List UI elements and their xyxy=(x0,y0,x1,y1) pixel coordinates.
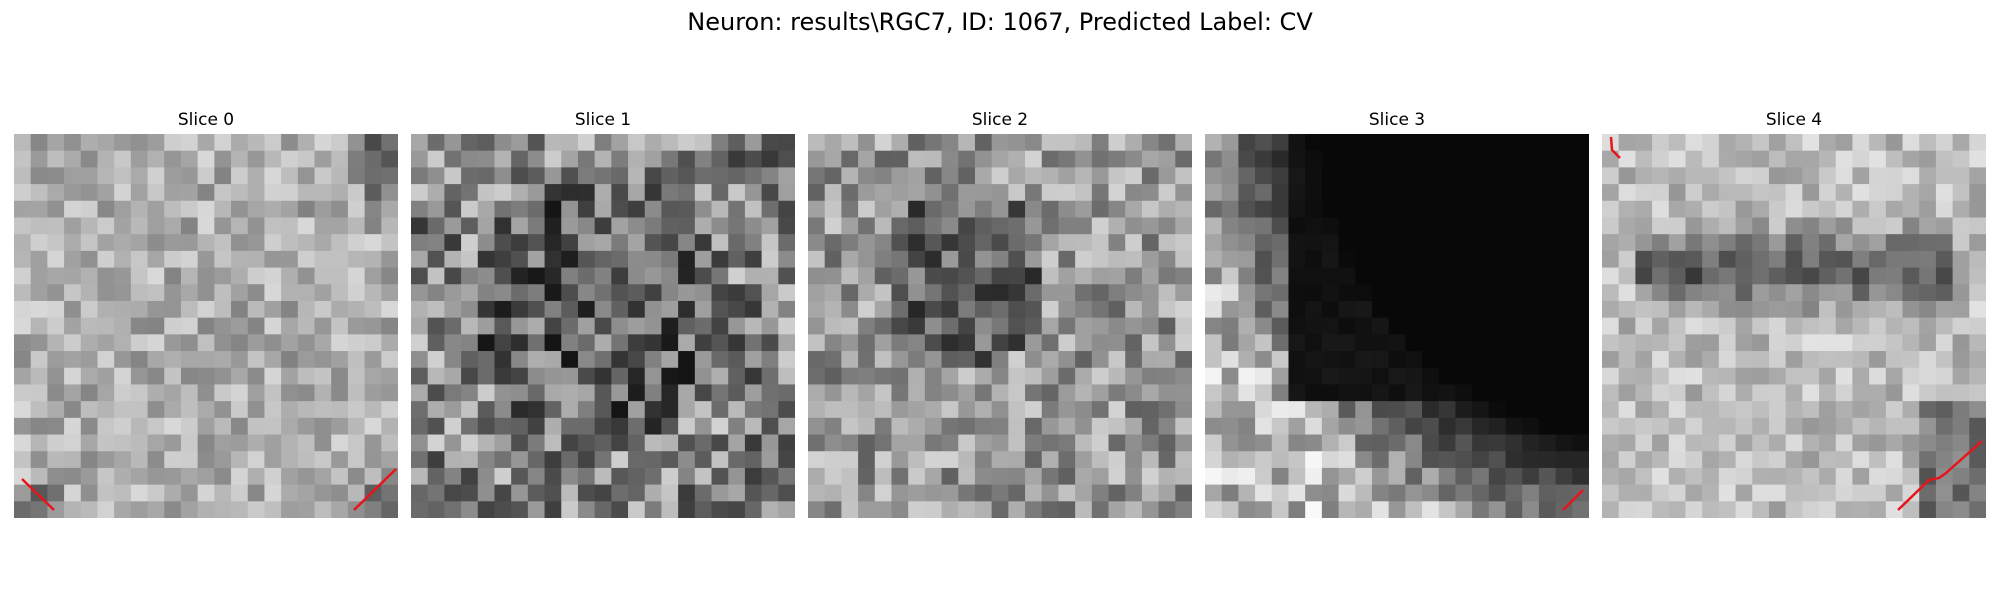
slice-panel-1: Slice 1 xyxy=(411,108,795,518)
contour-line xyxy=(1897,440,1983,511)
slice-panel-3: Slice 3 xyxy=(1205,108,1589,518)
figure-title: Neuron: results\RGC7, ID: 1067, Predicte… xyxy=(687,8,1313,36)
slice-title-3: Slice 3 xyxy=(1368,110,1426,130)
contour-line xyxy=(1609,136,1621,159)
contour-line xyxy=(353,468,397,511)
slice-image-4 xyxy=(1602,134,1986,518)
contour-line xyxy=(21,478,55,511)
slice-title-4: Slice 4 xyxy=(1765,110,1823,130)
contour-line xyxy=(1562,489,1584,511)
slice-panel-4: Slice 4 xyxy=(1602,108,1986,518)
slice-title-1: Slice 1 xyxy=(574,110,632,130)
slice-image-0 xyxy=(14,134,398,518)
slice-panel-2: Slice 2 xyxy=(808,108,1192,518)
slice-title-2: Slice 2 xyxy=(971,110,1029,130)
slice-panel-0: Slice 0 xyxy=(14,108,398,518)
slice-image-1 xyxy=(411,134,795,518)
slice-image-3 xyxy=(1205,134,1589,518)
slice-title-0: Slice 0 xyxy=(177,110,235,130)
slice-image-2 xyxy=(808,134,1192,518)
